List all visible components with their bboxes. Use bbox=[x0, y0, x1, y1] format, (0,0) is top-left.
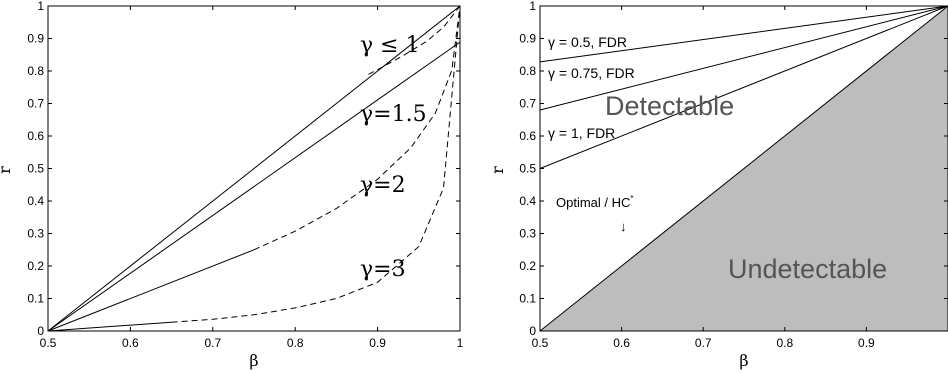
left-ytick-label: 0.7 bbox=[27, 97, 44, 111]
optimal-arrow: ↓ bbox=[620, 219, 627, 234]
left-xtick-label: 0.9 bbox=[369, 336, 386, 350]
label-fdr-1: γ = 1, FDR bbox=[548, 125, 615, 141]
label-gamma-le-1: γ ≤ 1 bbox=[360, 33, 420, 58]
right-ytick-label: 0.1 bbox=[519, 292, 536, 306]
right-plot: 0.5 0.6 0.7 0.8 0.9 0 0.1 0.2 0.3 0.4 0.5 0.6 0.7 0.8… bbox=[488, 0, 948, 370]
right-xtick-label: 0.9 bbox=[858, 336, 875, 350]
left-series-line bbox=[368, 5, 461, 75]
right-ytick-label: 0.9 bbox=[519, 32, 536, 46]
left-ytick-label: 0.2 bbox=[27, 259, 44, 273]
right-xlabel: β bbox=[739, 351, 748, 370]
right-xtick-label: 0.7 bbox=[695, 336, 712, 350]
left-ylabel: r bbox=[0, 166, 14, 174]
right-xtick-label: 0.6 bbox=[613, 336, 630, 350]
right-series-line bbox=[539, 5, 948, 111]
left-series-line bbox=[47, 249, 255, 332]
left-curves bbox=[47, 5, 461, 332]
label-gamma-2: γ=2 bbox=[360, 173, 406, 198]
left-ytick-label: 0.9 bbox=[27, 32, 44, 46]
right-xtick-label: 0.8 bbox=[776, 336, 793, 350]
label-gamma-1.5: γ=1.5 bbox=[360, 102, 427, 127]
right-ytick-label: 0.3 bbox=[519, 227, 536, 241]
right-ylabel: r bbox=[488, 166, 507, 174]
left-xtick-label: 1 bbox=[457, 336, 464, 350]
right-ytick-label: 0.6 bbox=[519, 129, 536, 143]
left-ytick-label: 0.4 bbox=[27, 194, 44, 208]
right-series-line bbox=[539, 5, 948, 63]
left-ytick-label: 0.8 bbox=[27, 64, 44, 78]
left-series-line bbox=[47, 5, 461, 332]
right-ytick-label: 0.7 bbox=[519, 97, 536, 111]
left-ytick-label: 0.6 bbox=[27, 129, 44, 143]
left-ytick-label: 1 bbox=[37, 0, 44, 13]
undetectable-label: Undetectable bbox=[728, 254, 887, 284]
left-ytick-label: 0 bbox=[37, 324, 44, 338]
right-curves bbox=[539, 5, 948, 332]
right-series-line bbox=[539, 5, 948, 332]
right-ytick-label: 0.8 bbox=[519, 64, 536, 78]
optimal-hc-label: Optimal / HC* bbox=[556, 194, 634, 210]
right-ytick-label: 0.4 bbox=[519, 194, 536, 208]
left-series-line bbox=[47, 41, 461, 332]
right-ytick-label: 1 bbox=[529, 0, 536, 13]
left-xtick-label: 0.7 bbox=[204, 336, 221, 350]
right-ytick-label: 0 bbox=[529, 324, 536, 338]
label-fdr-0.75: γ = 0.75, FDR bbox=[548, 65, 635, 81]
left-ytick-label: 0.3 bbox=[27, 227, 44, 241]
left-ytick-label: 0.1 bbox=[27, 292, 44, 306]
left-xlabel: β bbox=[249, 351, 258, 370]
left-ytick-label: 0.5 bbox=[27, 162, 44, 176]
left-xtick-label: 0.6 bbox=[122, 336, 139, 350]
right-ytick-label: 0.2 bbox=[519, 259, 536, 273]
left-plot: 0.5 0.6 0.7 0.8 0.9 1 0 0.1 0.2 0.3 0.4 0.5 0.6 0.7 0.… bbox=[0, 0, 464, 370]
left-xtick-label: 0.5 bbox=[40, 336, 57, 350]
left-series-line bbox=[47, 321, 172, 332]
detectable-label: Detectable bbox=[605, 91, 734, 121]
left-xtick-label: 0.8 bbox=[287, 336, 304, 350]
right-ytick-label: 0.5 bbox=[519, 162, 536, 176]
left-series-line bbox=[253, 5, 461, 251]
left-series-line bbox=[171, 5, 461, 323]
right-xtick-label: 0.5 bbox=[532, 336, 549, 350]
label-fdr-0.5: γ = 0.5, FDR bbox=[548, 34, 627, 50]
right-series-line bbox=[539, 5, 948, 169]
label-gamma-3: γ=3 bbox=[360, 257, 406, 282]
